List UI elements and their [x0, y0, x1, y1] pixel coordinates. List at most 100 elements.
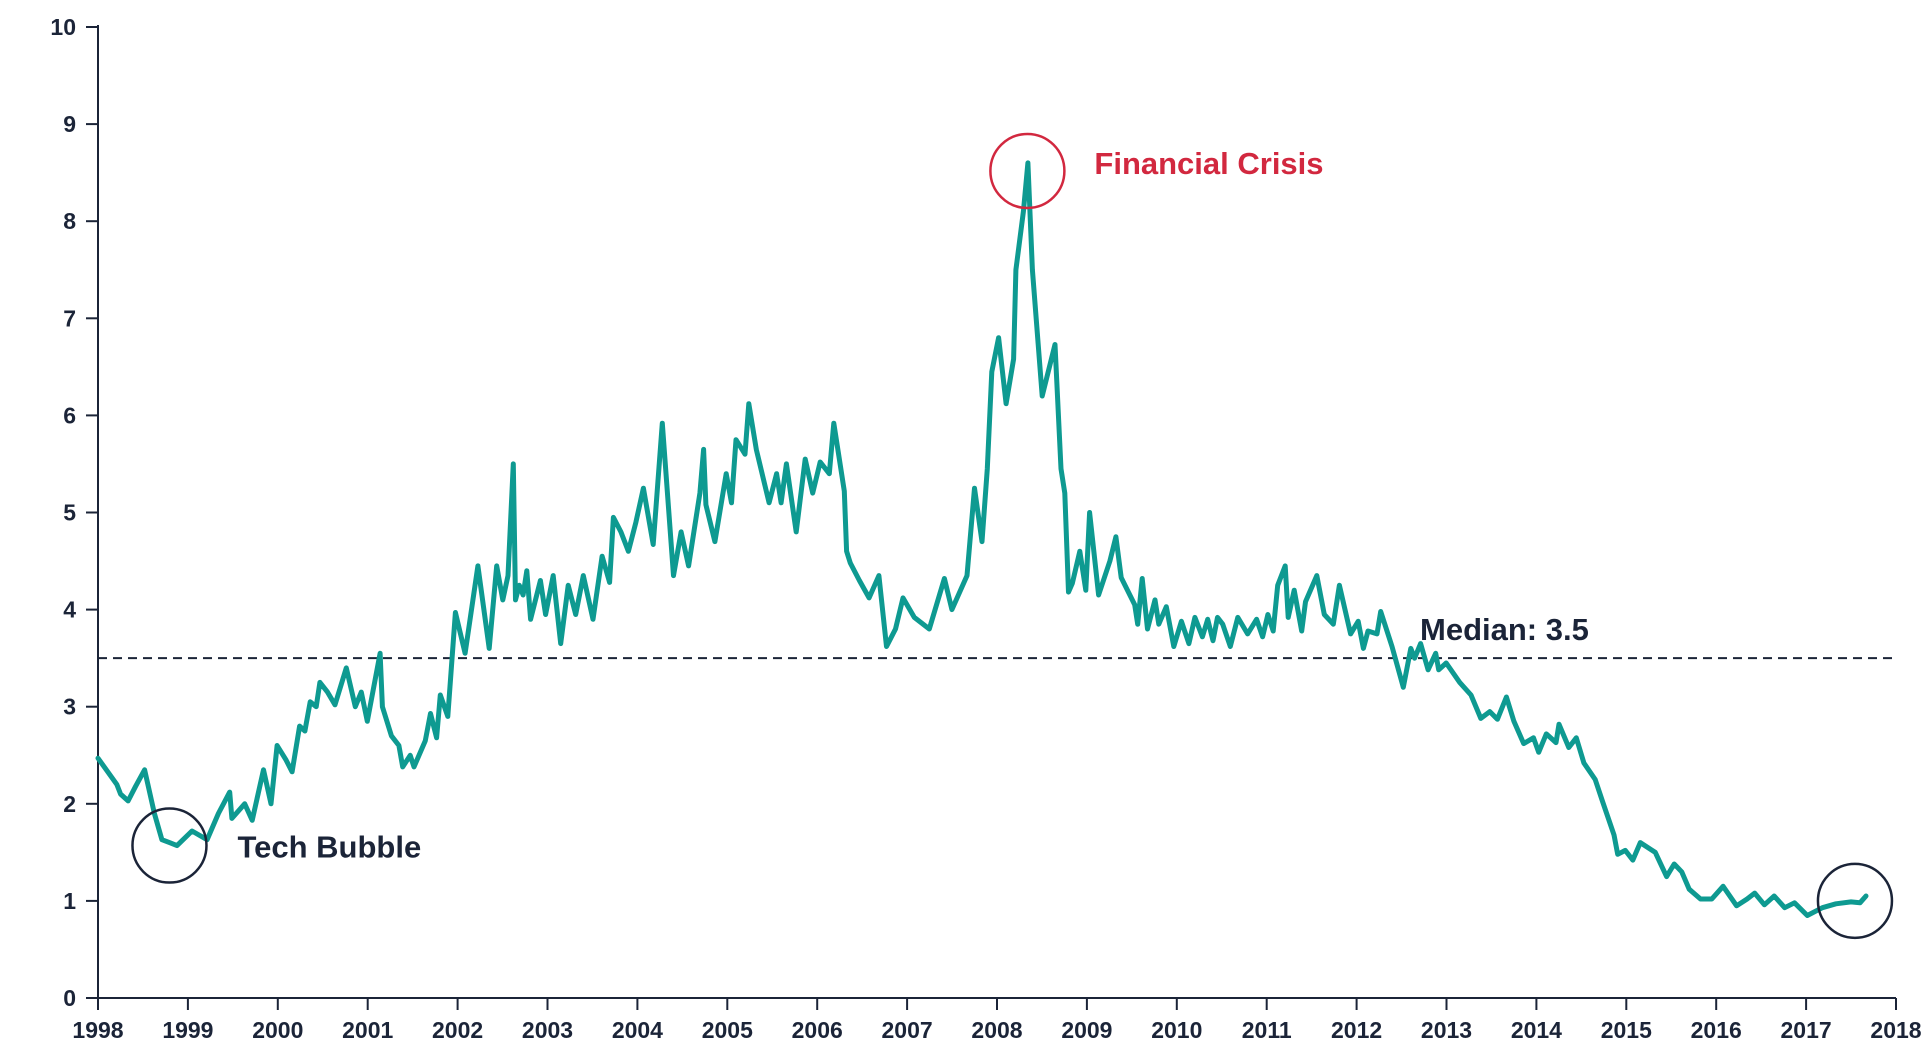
data-point [190, 829, 194, 833]
data-point [901, 596, 905, 600]
data-point [1078, 549, 1082, 553]
data-point [730, 501, 734, 505]
y-tick-label: 3 [63, 694, 76, 720]
data-point [1631, 858, 1635, 862]
data-point [1012, 357, 1016, 361]
data-point [262, 768, 266, 772]
data-point [1557, 722, 1561, 726]
data-point [1366, 629, 1370, 633]
x-tick-label: 1999 [162, 1017, 213, 1043]
data-point [641, 486, 645, 490]
data-point [885, 645, 889, 649]
data-point [842, 489, 846, 493]
data-point [1735, 904, 1739, 908]
data-point [611, 515, 615, 519]
data-point [1026, 161, 1030, 165]
data-point [1762, 903, 1766, 907]
data-point [1772, 894, 1776, 898]
data-point [1216, 615, 1220, 619]
tech-bubble-marker [131, 807, 208, 884]
y-tick-label: 1 [63, 888, 76, 914]
data-point [1053, 343, 1057, 347]
tech-bubble-label: Tech Bubble [237, 830, 421, 865]
data-point [1276, 583, 1280, 587]
data-point [1304, 600, 1308, 604]
data-point [1246, 632, 1250, 636]
y-tick-label: 0 [63, 985, 76, 1011]
data-point [687, 564, 691, 568]
data-point [1164, 605, 1168, 609]
data-point [857, 579, 861, 583]
data-point [495, 564, 499, 568]
data-point [1146, 627, 1150, 631]
x-tick-label: 2009 [1061, 1017, 1112, 1043]
data-point [704, 503, 708, 507]
x-tick-label: 2017 [1781, 1017, 1832, 1043]
data-point [308, 700, 312, 704]
data-point [96, 756, 100, 760]
data-point [517, 583, 521, 587]
data-point [476, 564, 480, 568]
data-point [514, 598, 518, 602]
x-tick-label: 2001 [342, 1017, 393, 1043]
data-point [1084, 588, 1088, 592]
data-point [511, 462, 515, 466]
y-tick-label: 10 [50, 14, 76, 40]
data-point [1021, 210, 1025, 214]
data-point [1088, 511, 1092, 515]
data-point [1409, 646, 1413, 650]
data-point [927, 627, 931, 631]
data-point [1193, 615, 1197, 619]
data-point [521, 593, 525, 597]
data-point [1458, 680, 1462, 684]
data-point [1745, 897, 1749, 901]
data-point [1616, 852, 1620, 856]
x-tick-label: 2002 [432, 1017, 483, 1043]
x-tick-label: 2010 [1151, 1017, 1202, 1043]
data-point [832, 421, 836, 425]
data-point [660, 421, 664, 425]
data-point [1672, 862, 1676, 866]
data-point [950, 608, 954, 612]
data-point [1292, 588, 1296, 592]
data-point [1437, 668, 1441, 672]
data-point [1849, 900, 1853, 904]
data-point [591, 617, 595, 621]
x-tick-label: 2011 [1242, 1017, 1292, 1043]
data-point [1710, 897, 1714, 901]
data-point [574, 613, 578, 617]
data-point [1157, 622, 1161, 626]
data-point [1179, 619, 1183, 623]
data-point [1315, 574, 1319, 578]
data-point [1504, 695, 1508, 699]
data-point [275, 744, 279, 748]
data-point [743, 452, 747, 456]
data-point [1331, 622, 1335, 626]
data-point [389, 734, 393, 738]
data-point [1522, 742, 1526, 746]
data-point [243, 802, 247, 806]
data-point [501, 598, 505, 602]
data-point [1349, 632, 1353, 636]
x-tick-label: 2007 [882, 1017, 933, 1043]
data-point [1172, 645, 1176, 649]
data-point [1479, 716, 1483, 720]
x-axis-ticks: 1998 1999 2000 2001 2002 2003 2004 2005 2006 2007… [72, 998, 1922, 1043]
data-point [845, 549, 849, 553]
x-tick-label: 2012 [1331, 1017, 1382, 1043]
data-point [767, 501, 771, 505]
data-point [453, 611, 457, 615]
data-point [438, 693, 442, 697]
data-point [1140, 577, 1144, 581]
x-tick-label: 2004 [612, 1017, 663, 1043]
data-point [1153, 598, 1157, 602]
data-point [126, 799, 130, 803]
data-point [1255, 617, 1259, 621]
data-point [1567, 746, 1571, 750]
data-point [250, 818, 254, 822]
data-point [1271, 629, 1275, 633]
data-point [333, 703, 337, 707]
data-point [378, 651, 382, 655]
x-tick-label: 2008 [971, 1017, 1022, 1043]
data-point [784, 462, 788, 466]
